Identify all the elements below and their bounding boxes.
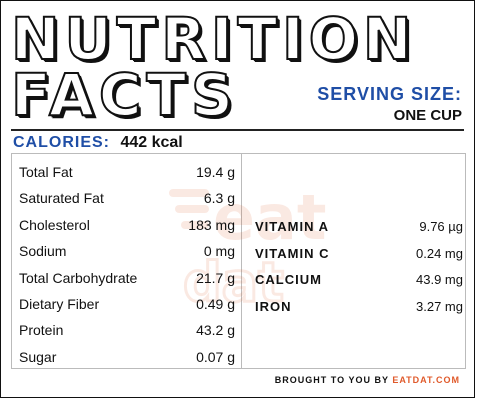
vitamin-name: VITAMIN C [255, 245, 330, 261]
title-line-2: FACTS [10, 61, 238, 129]
vitamin-value: 0.24 mg [416, 245, 463, 261]
nutrient-name: Protein [19, 322, 64, 339]
nutrient-value: 0.49 g [196, 296, 235, 312]
footer-prefix: BROUGHT TO YOU BY [274, 375, 389, 385]
nutrient-value: 6.3 g [203, 190, 235, 207]
table-column-divider [241, 153, 242, 369]
nutrient-name: Dietary Fiber [19, 296, 100, 312]
footer-brand-link[interactable]: EATDAT.COM [392, 375, 460, 385]
nutrient-value: 43.2 g [196, 322, 235, 339]
nutrients-table [11, 153, 466, 369]
vitamin-name: CALCIUM [255, 272, 322, 287]
calories-line: CALORIES: 442 kcal [13, 134, 183, 152]
header-divider [11, 129, 464, 131]
title-line-1: NUTRITION [10, 5, 417, 73]
nutrient-name: Total Carbohydrate [19, 269, 138, 286]
serving-size-value: ONE CUP [393, 107, 462, 124]
nutrient-value: 183 mg [188, 216, 235, 233]
vitamin-value: 9.76 µg [419, 219, 463, 234]
vitamin-name: IRON [255, 298, 292, 314]
vitamin-value: 3.27 mg [416, 298, 463, 314]
nutrient-value: 0.07 g [196, 348, 235, 365]
nutrient-value: 21.7 g [196, 269, 235, 286]
nutrient-name: Total Fat [19, 164, 73, 180]
nutrient-value: 0 mg [203, 243, 235, 260]
vitamin-name: VITAMIN A [255, 219, 329, 234]
nutrient-name: Sodium [19, 243, 67, 260]
calories-label: CALORIES: [13, 134, 110, 151]
vitamin-value: 43.9 mg [416, 272, 463, 287]
nutrient-name: Saturated Fat [19, 190, 104, 207]
calories-value: 442 kcal [120, 134, 183, 151]
footer-credit: BROUGHT TO YOU BY EATDAT.COM [275, 375, 460, 385]
serving-size-label: SERVING SIZE: [317, 84, 462, 104]
nutrient-value: 19.4 g [196, 164, 235, 180]
nutrient-name: Cholesterol [19, 216, 90, 233]
nutrient-name: Sugar [19, 348, 57, 365]
